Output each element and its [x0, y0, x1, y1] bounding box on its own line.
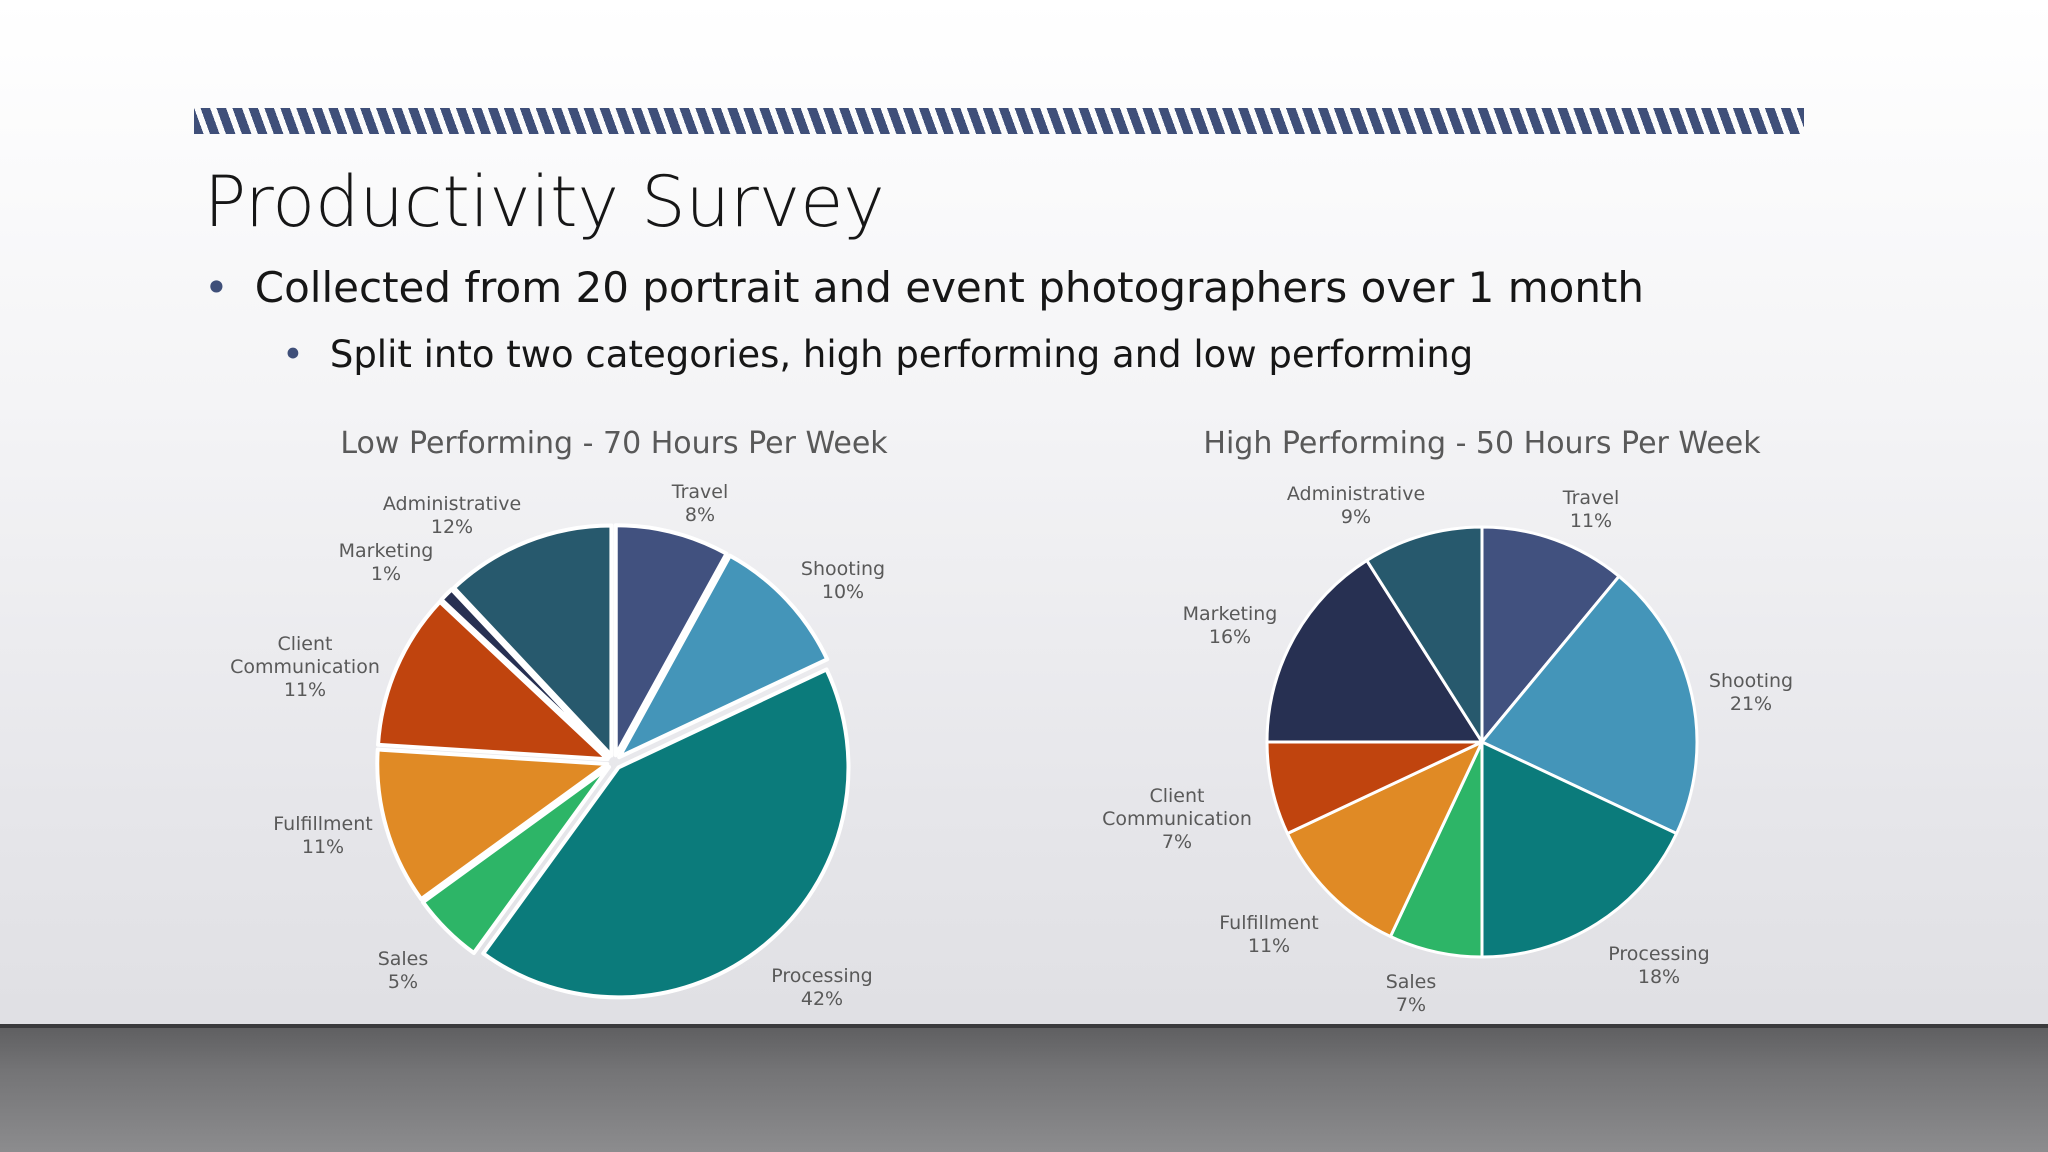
pie-slice-travel: [613, 523, 729, 758]
data-label-processing: Processing 42%: [771, 965, 872, 1010]
pie-slice-sales: [420, 764, 612, 956]
floor-edge: [0, 1024, 2048, 1028]
bullet-dot: •: [282, 333, 304, 376]
pie-slice-shooting: [617, 553, 830, 760]
data-label-fulfillment: Fulfillment 11%: [1219, 912, 1318, 957]
pie-slice-client-communication: [376, 599, 610, 762]
data-label-fulfillment: Fulfillment 11%: [273, 813, 372, 858]
floor-background: [0, 1027, 2048, 1152]
data-label-marketing: Marketing 1%: [339, 540, 434, 585]
data-label-travel: Travel 11%: [1562, 487, 1619, 532]
decorative-stripe: [194, 108, 1804, 134]
data-label-shooting: Shooting 10%: [801, 558, 885, 603]
bullet-text-1: Collected from 20 portrait and event pho…: [254, 263, 1645, 312]
data-label-marketing: Marketing 16%: [1183, 603, 1278, 648]
bullet-level-1: • Collected from 20 portrait and event ph…: [204, 262, 1644, 314]
data-label-processing: Processing 18%: [1608, 943, 1709, 988]
bullet-level-2: • Split into two categories, high perform…: [282, 332, 1473, 378]
pie-slice-processing: [481, 667, 851, 1000]
pie-slice-marketing: [439, 587, 612, 760]
pie-slice-administrative: [1365, 525, 1484, 744]
slide-title: Productivity Survey: [204, 161, 885, 243]
data-label-sales: Sales 5%: [378, 948, 429, 993]
data-label-sales: Sales 7%: [1386, 971, 1437, 1016]
data-label-administrative: Administrative 9%: [1287, 483, 1425, 528]
pie-slice-fulfillment: [375, 747, 610, 902]
data-label-client-communication: Client Communication 11%: [230, 633, 380, 701]
data-label-travel: Travel 8%: [671, 481, 728, 526]
pie-chart-low-performing: Low Performing - 70 Hours Per Week Trave…: [230, 426, 888, 1010]
pie-slice-shooting: [1480, 574, 1699, 836]
pie-slice-administrative: [451, 523, 614, 758]
data-label-administrative: Administrative 12%: [383, 493, 521, 538]
bullet-text-2: Split into two categories, high performi…: [329, 333, 1474, 376]
pie-slice-travel: [1480, 525, 1621, 744]
data-label-client-communication: Client Communication 7%: [1102, 785, 1252, 853]
pie-slice-marketing: [1265, 558, 1484, 744]
chart-title-low: Low Performing - 70 Hours Per Week: [340, 426, 888, 461]
data-label-shooting: Shooting 21%: [1709, 670, 1793, 715]
bullet-dot: •: [204, 263, 229, 312]
pie-slice-processing: [1480, 740, 1679, 959]
chart-title-high: High Performing - 50 Hours Per Week: [1203, 426, 1761, 461]
pie-chart-high-performing: High Performing - 50 Hours Per Week Trav…: [1102, 426, 1793, 1016]
pie-slice-fulfillment: [1285, 740, 1484, 939]
